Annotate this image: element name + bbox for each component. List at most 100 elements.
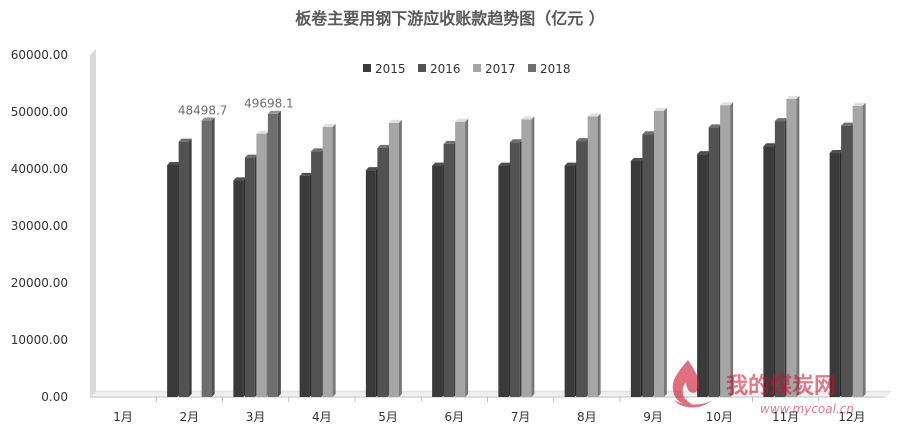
bar xyxy=(432,162,446,397)
bar xyxy=(630,158,644,397)
watermark-url: www.mycoal.cn xyxy=(760,402,854,416)
bar xyxy=(697,151,711,397)
bar xyxy=(509,139,523,397)
bar xyxy=(443,140,457,398)
bar-front xyxy=(841,125,852,398)
y-tick-label: 20000.00 xyxy=(11,276,68,290)
x-tick-label: 11月 xyxy=(772,410,799,424)
bar-front xyxy=(763,146,774,397)
legend-swatch xyxy=(418,64,426,72)
bar-top xyxy=(377,144,391,148)
bar-front xyxy=(521,119,532,397)
legend-label: 2015 xyxy=(375,62,406,76)
bar-front xyxy=(720,105,731,397)
bar-front xyxy=(299,175,310,397)
x-tick-label: 6月 xyxy=(445,410,465,424)
bar xyxy=(201,117,215,398)
flame-shape xyxy=(672,360,700,405)
bar-side xyxy=(398,119,402,397)
bar-front xyxy=(322,126,333,397)
bar-front xyxy=(388,122,399,397)
bar-top xyxy=(564,162,578,166)
bar xyxy=(178,138,192,397)
bar-top xyxy=(708,124,722,128)
bar-top xyxy=(774,118,788,122)
bar-top xyxy=(167,162,181,166)
bar xyxy=(244,154,258,397)
bar xyxy=(233,177,247,397)
bar-front xyxy=(455,121,466,397)
bar-top xyxy=(244,154,258,158)
bar-top xyxy=(365,167,379,171)
bar-top xyxy=(841,122,855,126)
bar-top xyxy=(322,123,336,127)
bar-top xyxy=(576,138,590,142)
bar-front xyxy=(178,141,189,397)
bar-top xyxy=(233,177,247,181)
bar-front xyxy=(630,161,641,397)
bar xyxy=(311,148,325,397)
x-tick-label: 4月 xyxy=(312,410,332,424)
bar-front xyxy=(498,165,509,397)
y-tick-label: 50000.00 xyxy=(11,105,68,119)
x-axis-ticks: 1月 2月 3月 4月 5月 6月 7月 8月 9月 10月 11月 12月 xyxy=(113,397,866,424)
x-tick-label: 9月 xyxy=(643,410,663,424)
bar xyxy=(774,118,788,398)
bar-side xyxy=(211,117,215,398)
x-tick-label: 5月 xyxy=(378,410,398,424)
legend-label: 2017 xyxy=(485,62,516,76)
bar-front xyxy=(256,133,267,397)
bar-top xyxy=(852,102,866,106)
x-tick-label: 2月 xyxy=(180,410,200,424)
bar-top xyxy=(630,158,644,162)
flame-swoosh xyxy=(674,400,712,408)
bar-top xyxy=(653,107,667,111)
bar-top xyxy=(178,138,192,142)
bar-front xyxy=(774,121,785,398)
bar-top xyxy=(256,130,270,134)
bar xyxy=(299,172,313,397)
bar-top xyxy=(829,150,843,154)
bar-front xyxy=(432,165,443,397)
bar xyxy=(786,95,800,397)
bar-top xyxy=(642,131,656,135)
bar-top xyxy=(455,118,469,122)
flame-logo-icon xyxy=(672,360,712,408)
bar-side xyxy=(663,107,667,398)
x-tick-label: 1月 xyxy=(113,410,133,424)
bar-side xyxy=(796,95,800,397)
bar xyxy=(653,107,667,398)
bar-top xyxy=(697,151,711,155)
x-tick-label: 12月 xyxy=(838,410,865,424)
bar-side xyxy=(862,102,866,397)
bar-top xyxy=(521,116,535,120)
legend-swatch xyxy=(528,64,536,72)
bar xyxy=(388,119,402,397)
y-tick-label: 30000.00 xyxy=(11,219,68,233)
side-wall xyxy=(90,49,96,397)
bar-front xyxy=(697,154,708,397)
bar-front xyxy=(852,105,863,397)
bar-front xyxy=(443,143,454,397)
bar xyxy=(642,131,656,398)
bar xyxy=(852,102,866,397)
bar-top xyxy=(786,95,800,99)
legend-label: 2018 xyxy=(540,62,571,76)
bar-front xyxy=(201,120,212,398)
bar-top xyxy=(432,162,446,166)
bar xyxy=(829,150,843,397)
bar-top xyxy=(498,162,512,166)
x-tick-label: 8月 xyxy=(577,410,597,424)
watermark-text: 我的煤炭网 xyxy=(726,373,836,399)
x-tick-label: 3月 xyxy=(246,410,266,424)
bar-top xyxy=(509,139,523,143)
bar xyxy=(322,123,336,397)
bar-front xyxy=(653,110,664,398)
bar xyxy=(455,118,469,397)
bar xyxy=(365,167,379,397)
bar-side xyxy=(188,138,192,397)
chart-title: 板卷主要用钢下游应收账款趋势图（亿元 ） xyxy=(295,9,605,28)
bar xyxy=(763,143,777,397)
legend: 2015 2016 2017 2018 xyxy=(363,62,571,76)
bar-front xyxy=(587,116,598,397)
